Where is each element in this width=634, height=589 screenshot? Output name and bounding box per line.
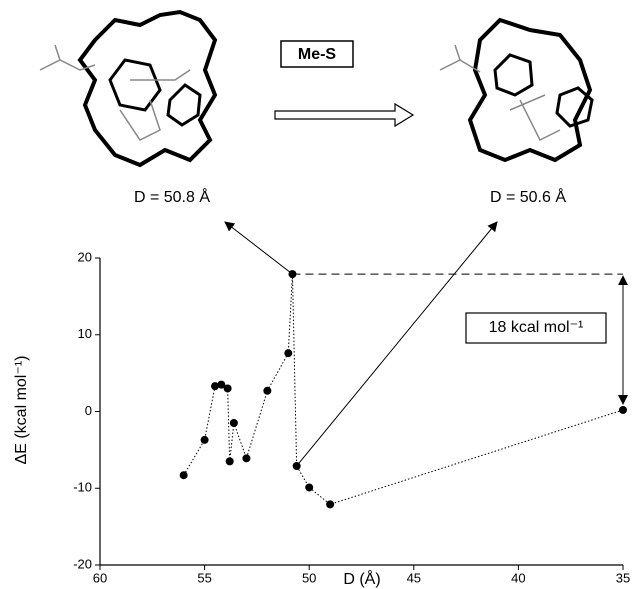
data-point <box>263 387 271 395</box>
left-label: D = 50.8 Å <box>134 187 210 206</box>
x-tick-label: 50 <box>302 570 316 585</box>
connector-line <box>184 274 623 504</box>
reaction-label: Me-S <box>298 46 337 63</box>
y-tick-label: -10 <box>73 480 92 495</box>
y-tick-label: 10 <box>78 326 92 341</box>
data-point <box>326 500 334 508</box>
y-axis-label: ΔE (kcal mol⁻¹) <box>13 356 30 465</box>
data-point <box>619 406 627 414</box>
data-point <box>224 384 232 392</box>
x-tick-label: 35 <box>616 570 630 585</box>
x-tick-label: 45 <box>407 570 421 585</box>
data-point <box>180 471 188 479</box>
x-axis-label: D (Å) <box>343 569 380 588</box>
data-point <box>226 457 234 465</box>
data-point <box>242 454 250 462</box>
data-point <box>305 483 313 491</box>
x-tick-label: 60 <box>93 570 107 585</box>
y-tick-label: -20 <box>73 556 92 571</box>
molecule-left <box>40 12 215 165</box>
data-point <box>201 436 209 444</box>
arrow-right <box>297 222 497 466</box>
figure: Me-S D = 50.8 Å D = 50.6 Å D (Å) ΔE (kca… <box>0 0 634 589</box>
annotation: 18 kcal mol⁻¹ <box>489 319 584 336</box>
arrow-left <box>225 222 292 274</box>
data-point <box>230 419 238 427</box>
data-point <box>288 270 296 278</box>
y-tick-label: 20 <box>78 249 92 264</box>
x-tick-label: 40 <box>511 570 525 585</box>
molecule-right <box>440 20 592 160</box>
x-tick-label: 55 <box>197 570 211 585</box>
data-point <box>293 462 301 470</box>
data-point <box>284 349 292 357</box>
right-label: D = 50.6 Å <box>490 187 566 206</box>
y-tick-label: 0 <box>85 403 92 418</box>
reaction-box: Me-S <box>275 41 413 126</box>
